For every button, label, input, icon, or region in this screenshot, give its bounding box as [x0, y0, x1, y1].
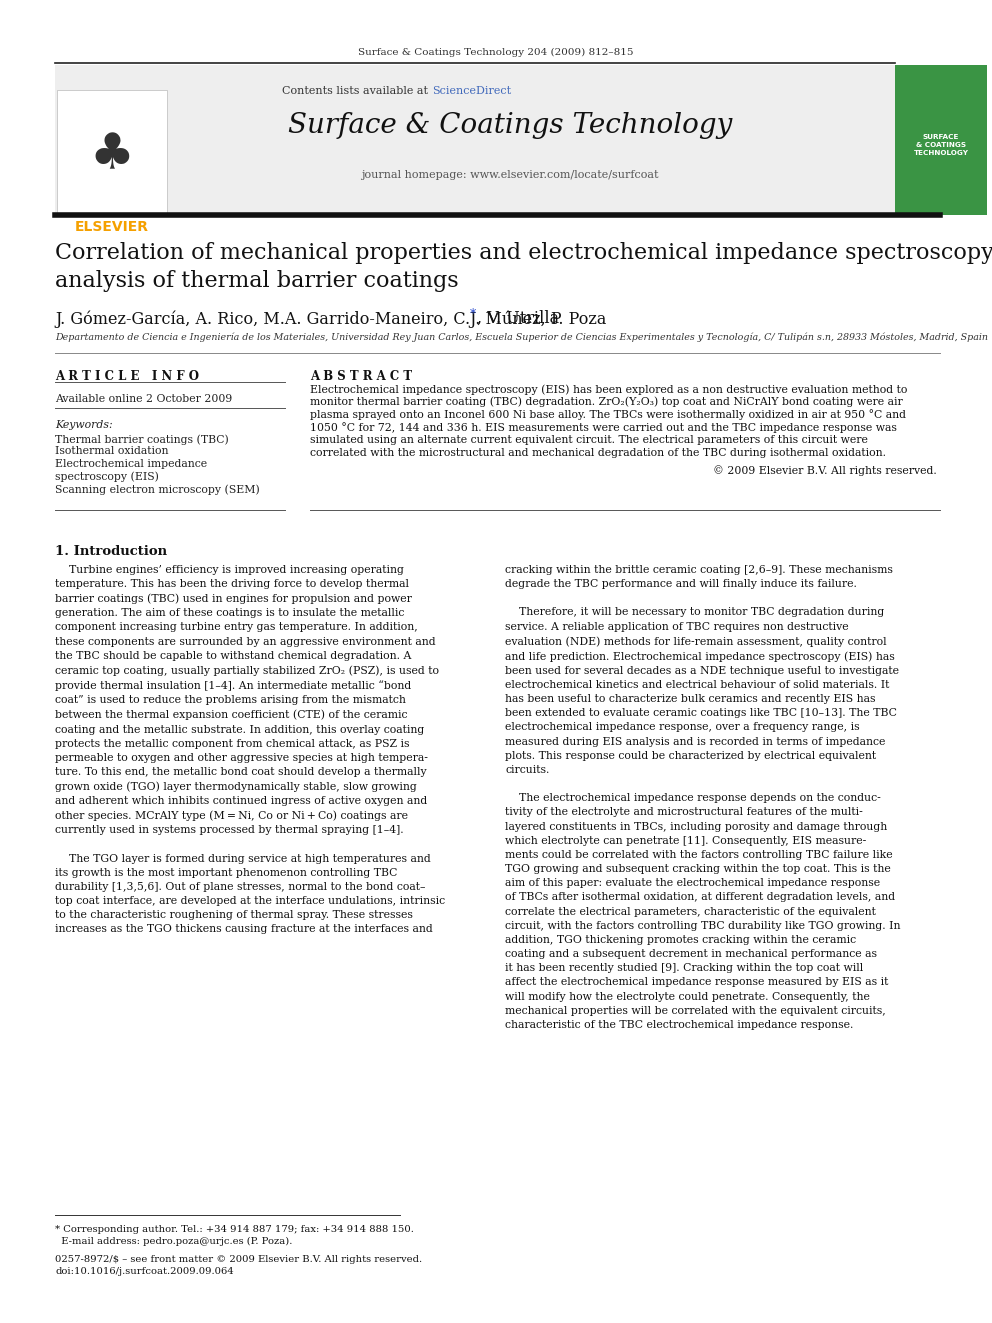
Text: © 2009 Elsevier B.V. All rights reserved.: © 2009 Elsevier B.V. All rights reserved…	[713, 464, 937, 475]
Text: J. Gómez-García, A. Rico, M.A. Garrido-Maneiro, C.J. Múnez, P. Poza: J. Gómez-García, A. Rico, M.A. Garrido-M…	[55, 310, 606, 328]
Text: 1. Introduction: 1. Introduction	[55, 545, 167, 558]
Text: A R T I C L E   I N F O: A R T I C L E I N F O	[55, 370, 199, 382]
Text: SURFACE
& COATINGS
TECHNOLOGY: SURFACE & COATINGS TECHNOLOGY	[914, 134, 968, 156]
Text: Departamento de Ciencia e Ingeniería de los Materiales, Universidad Rey Juan Car: Departamento de Ciencia e Ingeniería de …	[55, 332, 988, 341]
Text: ELSEVIER: ELSEVIER	[75, 220, 149, 234]
Text: 0257-8972/$ – see front matter © 2009 Elsevier B.V. All rights reserved.: 0257-8972/$ – see front matter © 2009 El…	[55, 1256, 423, 1263]
Text: simulated using an alternate current equivalent circuit. The electrical paramete: simulated using an alternate current equ…	[310, 435, 868, 446]
Text: Scanning electron microscopy (SEM): Scanning electron microscopy (SEM)	[55, 484, 260, 495]
Text: ♣: ♣	[89, 131, 135, 179]
Bar	[895, 65, 987, 216]
Text: Available online 2 October 2009: Available online 2 October 2009	[55, 394, 232, 404]
Text: Turbine engines’ efficiency is improved increasing operating
temperature. This h: Turbine engines’ efficiency is improved …	[55, 565, 445, 934]
Text: , V. Utrilla: , V. Utrilla	[477, 310, 558, 327]
Text: Contents lists available at: Contents lists available at	[283, 86, 432, 97]
Text: *: *	[470, 308, 476, 321]
Text: 1050 °C for 72, 144 and 336 h. EIS measurements were carried out and the TBC imp: 1050 °C for 72, 144 and 336 h. EIS measu…	[310, 422, 897, 433]
Bar	[57, 90, 167, 216]
Text: ScienceDirect: ScienceDirect	[432, 86, 511, 97]
Text: spectroscopy (EIS): spectroscopy (EIS)	[55, 471, 159, 482]
Text: Isothermal oxidation: Isothermal oxidation	[55, 446, 169, 456]
Text: Keywords:: Keywords:	[55, 419, 113, 430]
Text: Electrochemical impedance: Electrochemical impedance	[55, 459, 207, 468]
Text: cracking within the brittle ceramic coating [2,6–9]. These mechanisms
degrade th: cracking within the brittle ceramic coat…	[505, 565, 901, 1029]
Text: journal homepage: www.elsevier.com/locate/surfcoat: journal homepage: www.elsevier.com/locat…	[361, 169, 659, 180]
Text: Surface & Coatings Technology: Surface & Coatings Technology	[288, 112, 732, 139]
Text: analysis of thermal barrier coatings: analysis of thermal barrier coatings	[55, 270, 458, 292]
Text: doi:10.1016/j.surfcoat.2009.09.064: doi:10.1016/j.surfcoat.2009.09.064	[55, 1267, 234, 1275]
Text: Surface & Coatings Technology 204 (2009) 812–815: Surface & Coatings Technology 204 (2009)…	[358, 48, 634, 57]
Text: monitor thermal barrier coating (TBC) degradation. ZrO₂(Y₂O₃) top coat and NiCrA: monitor thermal barrier coating (TBC) de…	[310, 397, 903, 407]
Bar	[55, 65, 895, 216]
Text: Correlation of mechanical properties and electrochemical impedance spectroscopy: Correlation of mechanical properties and…	[55, 242, 992, 265]
Text: Electrochemical impedance spectroscopy (EIS) has been explored as a non destruct: Electrochemical impedance spectroscopy (…	[310, 384, 908, 394]
Text: correlated with the microstructural and mechanical degradation of the TBC during: correlated with the microstructural and …	[310, 448, 886, 458]
Text: * Corresponding author. Tel.: +34 914 887 179; fax: +34 914 888 150.: * Corresponding author. Tel.: +34 914 88…	[55, 1225, 414, 1234]
Text: Thermal barrier coatings (TBC): Thermal barrier coatings (TBC)	[55, 434, 229, 445]
Text: plasma sprayed onto an Inconel 600 Ni base alloy. The TBCs were isothermally oxi: plasma sprayed onto an Inconel 600 Ni ba…	[310, 410, 906, 421]
Text: E-mail address: pedro.poza@urjc.es (P. Poza).: E-mail address: pedro.poza@urjc.es (P. P…	[55, 1237, 293, 1246]
Text: A B S T R A C T: A B S T R A C T	[310, 370, 412, 382]
